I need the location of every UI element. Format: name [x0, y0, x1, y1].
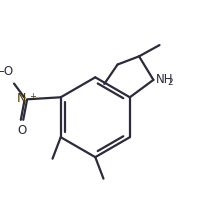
Text: +: + [29, 92, 36, 101]
Text: 2: 2 [167, 78, 173, 87]
Text: –O: –O [0, 65, 14, 78]
Text: N: N [17, 92, 26, 105]
Text: NH: NH [156, 73, 173, 86]
Text: O: O [18, 124, 27, 137]
